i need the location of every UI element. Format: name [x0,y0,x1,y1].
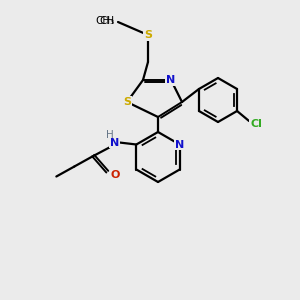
Text: H: H [106,130,114,140]
Text: S: S [144,30,152,40]
Text: Cl: Cl [250,119,262,129]
Text: CH: CH [100,16,115,26]
Text: O: O [111,169,120,179]
Text: N: N [110,137,119,148]
Text: CH₃: CH₃ [96,16,115,26]
Text: S: S [123,97,131,107]
Text: N: N [167,75,176,85]
Text: N: N [175,140,184,149]
